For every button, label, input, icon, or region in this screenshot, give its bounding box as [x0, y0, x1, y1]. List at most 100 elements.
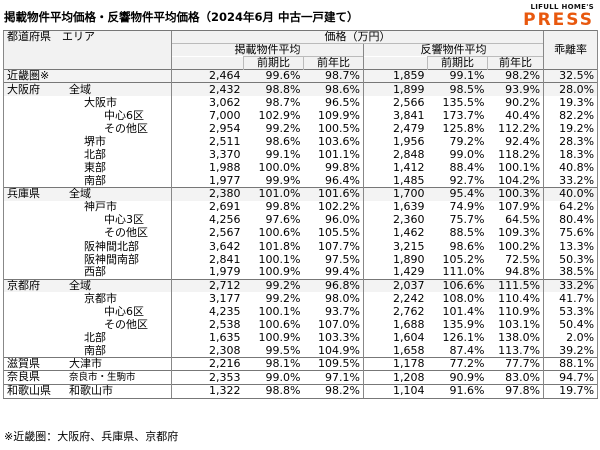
listing-mom: 99.1%: [265, 148, 301, 161]
response-yoy: 100.3%: [487, 187, 544, 201]
area-name: 大津市: [69, 357, 102, 371]
listing-price: 4,235: [171, 305, 244, 319]
row-label: 堺市: [3, 135, 172, 149]
area-name: 阪神間南部: [84, 253, 139, 266]
row-label: 南部: [3, 344, 172, 358]
response-yoy: 92.4%: [505, 135, 541, 148]
table-row: 東部 1,988 100.0% 99.8% 1,412 88.4% 100.1% 40.8%: [3, 161, 599, 175]
response-yoy: 40.4%: [505, 109, 541, 122]
listing-price: 2,353: [171, 370, 244, 385]
area-name: 和歌山市: [69, 384, 113, 398]
row-label: 北部: [3, 148, 172, 162]
response-yoy: 83.0%: [487, 370, 544, 385]
response-yoy: 94.8%: [505, 266, 541, 279]
table-body: 近畿圏※ 2,464 99.6% 98.7% 1,859 99.1% 98.2% 32.5% 大…: [3, 69, 599, 399]
table-row: 京都市 3,177 99.2% 98.0% 2,242 108.0% 110.4% 41.7%: [3, 292, 599, 306]
gap-rate: 2.0%: [543, 331, 599, 345]
row-label: 奈良県 奈良市・生駒市: [3, 370, 172, 385]
listing-mom: 97.6%: [265, 213, 301, 227]
listing-yoy: 96.8%: [303, 278, 364, 293]
header-listing-yoy: 前年比: [303, 56, 364, 70]
listing-price: 1,635: [171, 331, 244, 345]
response-yoy: 118.2%: [498, 148, 541, 161]
table-row: 南部 1,977 99.9% 96.4% 1,485 92.7% 104.2% 33.2%: [3, 174, 599, 188]
area-name: 全域: [69, 82, 91, 96]
prefecture-name: 兵庫県: [7, 187, 40, 201]
gap-rate: 13.3%: [543, 240, 599, 254]
response-price: 1,208: [363, 370, 428, 385]
listing-mom: 98.7%: [265, 95, 301, 109]
response-price: 1,104: [363, 384, 428, 399]
table-row: その他区 2,567 100.6% 105.5% 1,462 88.5% 109.3% 75.…: [3, 226, 599, 240]
row-label: その他区: [3, 122, 172, 136]
listing-price: 2,712: [171, 278, 244, 293]
area-name: 奈良市・生駒市: [69, 372, 136, 384]
table-row: 和歌山県 和歌山市 1,322 98.8% 98.2% 1,104 91.6% 97.8% 19…: [3, 384, 599, 399]
listing-price: 2,464: [171, 69, 244, 83]
gap-rate: 80.4%: [543, 213, 599, 227]
gap-rate: 94.7%: [543, 370, 599, 385]
listing-mom: 99.2%: [243, 278, 304, 293]
listing-price: 7,000: [171, 109, 244, 123]
response-yoy: 100.2%: [498, 240, 541, 253]
row-label: その他区: [3, 318, 172, 332]
table-row: 奈良県 奈良市・生駒市 2,353 99.0% 97.1% 1,208 90.9% 83.0%…: [3, 370, 599, 385]
gap-rate: 28.0%: [543, 82, 599, 96]
gap-rate: 32.5%: [543, 69, 599, 83]
row-label: 中心6区: [3, 109, 172, 123]
listing-mom: 98.8%: [243, 82, 304, 96]
response-mom: 92.7%: [449, 174, 485, 187]
response-price: 1,899: [363, 82, 428, 96]
listing-price: 1,322: [171, 384, 244, 399]
listing-mom: 100.6%: [258, 226, 301, 240]
response-price: 3,215: [363, 240, 428, 254]
response-mom: 88.4%: [449, 161, 485, 174]
listing-price: 3,062: [171, 95, 244, 110]
response-price: 1,859: [363, 69, 428, 83]
listing-price: 2,691: [171, 200, 244, 214]
listing-price: 2,567: [171, 226, 244, 240]
response-mom: 99.1%: [427, 69, 488, 83]
table-row: 神戸市 2,691 99.8% 102.2% 1,639 74.9% 107.9% 64.2%: [3, 200, 599, 214]
header-area: 都道府県 エリア: [3, 29, 172, 44]
response-price: 1,956: [363, 135, 428, 149]
response-yoy: 110.4%: [498, 292, 541, 305]
response-mom: 87.4%: [449, 344, 485, 358]
listing-price: 1,977: [171, 174, 244, 188]
response-price: 2,242: [363, 292, 428, 306]
area-name: 南部: [84, 344, 106, 358]
response-price: 2,479: [363, 122, 428, 136]
listing-yoy: 107.7%: [318, 240, 360, 253]
listing-yoy: 97.1%: [303, 370, 364, 385]
listing-yoy: 99.8%: [325, 161, 360, 174]
listing-yoy: 98.6%: [303, 82, 364, 96]
response-yoy: 107.9%: [498, 200, 541, 214]
listing-price: 3,370: [171, 148, 244, 162]
listing-yoy: 109.5%: [303, 357, 364, 371]
listing-price: 2,954: [171, 122, 244, 136]
header-response-mom: 前期比: [427, 56, 488, 70]
listing-yoy: 93.7%: [325, 305, 360, 319]
area-name: 北部: [84, 331, 106, 345]
gap-rate: 33.2%: [543, 174, 599, 188]
listing-mom: 99.2%: [265, 122, 301, 135]
listing-price: 2,538: [171, 318, 244, 332]
listing-mom: 98.6%: [265, 135, 301, 148]
row-label: 中心3区: [3, 213, 172, 227]
listing-yoy: 105.5%: [318, 226, 360, 240]
area-name: 中心6区: [104, 109, 144, 122]
row-label: 北部: [3, 331, 172, 345]
area-name: 中心6区: [104, 305, 144, 319]
table-row: 兵庫県 全域 2,380 101.0% 101.6% 1,700 95.4% 100.3% 40…: [3, 187, 599, 201]
table-row: 北部 3,370 99.1% 101.1% 2,848 99.0% 118.2% 18.3%: [3, 148, 599, 162]
response-mom: 111.0%: [442, 266, 485, 279]
response-mom: 98.6%: [449, 240, 485, 253]
response-yoy: 113.7%: [498, 344, 541, 358]
listing-yoy: 104.9%: [318, 344, 360, 358]
area-name: 全域: [69, 279, 91, 293]
listing-mom: 99.2%: [265, 292, 301, 305]
response-yoy: 112.2%: [498, 122, 541, 135]
listing-yoy: 107.0%: [318, 318, 360, 332]
listing-mom: 99.6%: [243, 69, 304, 83]
table-row: 大阪市 3,062 98.7% 96.5% 2,566 135.5% 90.2% 19.3%: [3, 95, 599, 110]
